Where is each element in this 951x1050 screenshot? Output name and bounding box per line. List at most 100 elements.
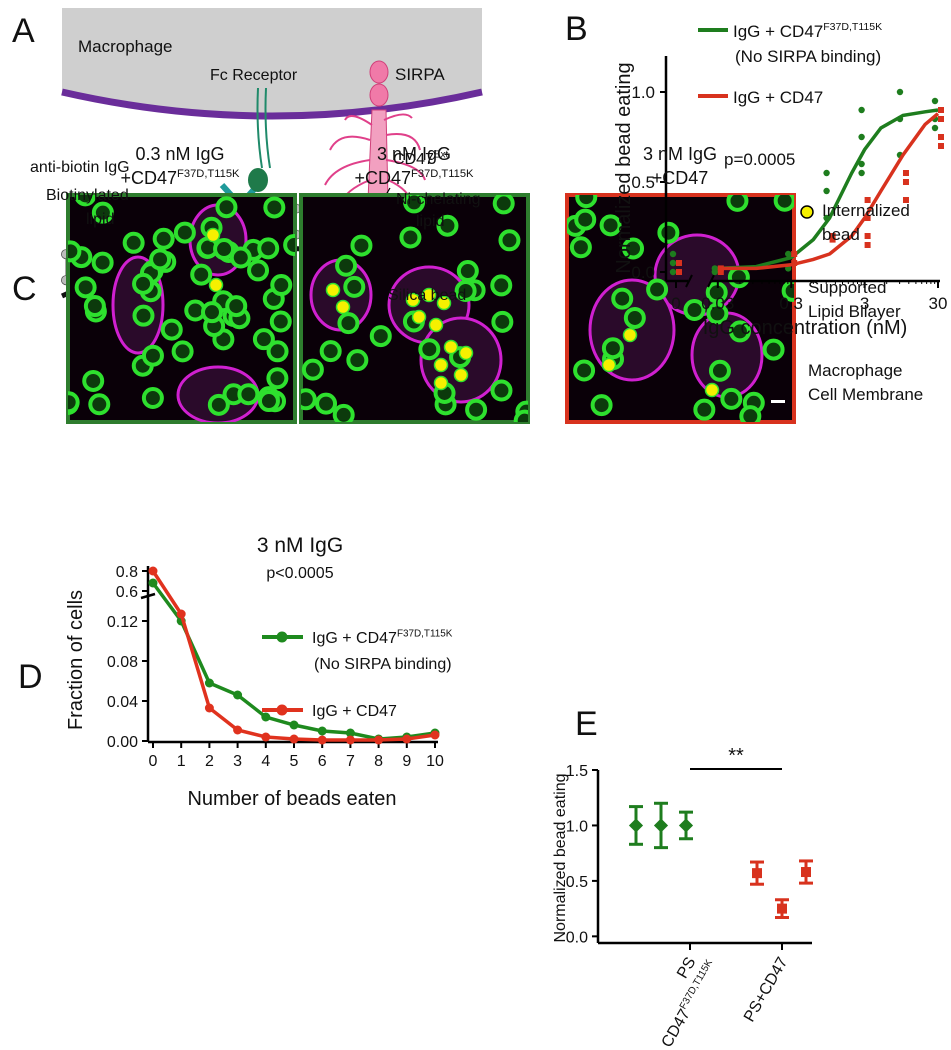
legend-label: Supported	[808, 278, 886, 297]
bead	[601, 337, 624, 360]
mean-marker	[653, 818, 669, 833]
bead	[728, 320, 751, 343]
internalized-bead	[208, 277, 224, 293]
image-subtitle-base: +CD47	[652, 168, 709, 188]
legend-label: IgG + CD47F37D,T115K	[312, 629, 453, 647]
data-point	[317, 735, 327, 745]
y-tick-label: 0.5	[631, 173, 655, 192]
image-subtitle: +CD47	[652, 168, 709, 188]
bead	[773, 195, 794, 212]
bead	[160, 318, 183, 341]
bead	[68, 391, 80, 414]
bead	[706, 302, 729, 325]
data-point	[902, 197, 909, 203]
bead	[152, 227, 175, 250]
data-point	[374, 735, 384, 745]
bead	[141, 344, 164, 367]
bead	[646, 278, 669, 301]
bead	[74, 276, 97, 299]
bead	[498, 229, 521, 252]
data-point	[345, 735, 355, 745]
bead	[122, 231, 145, 254]
axis-break	[140, 592, 156, 600]
bead	[257, 390, 280, 413]
micrographs	[66, 193, 796, 424]
x-tick-label: 5	[290, 753, 299, 770]
y-tick-label: 0.0	[566, 929, 588, 946]
internalized-bead	[433, 357, 449, 373]
data-point	[233, 690, 243, 700]
bead	[263, 196, 286, 219]
bead	[335, 254, 358, 277]
bead	[149, 248, 172, 271]
scale-bar	[771, 400, 785, 403]
data-point	[938, 107, 944, 113]
bead	[319, 340, 342, 363]
internalized-bead	[601, 357, 617, 373]
mean-marker	[777, 903, 787, 914]
bead	[492, 195, 515, 215]
bead	[491, 310, 514, 333]
data-point	[676, 269, 682, 275]
data-point	[829, 233, 836, 239]
x-tick-label: 2	[205, 753, 214, 770]
bead	[693, 398, 716, 421]
bead	[573, 359, 596, 382]
internalized-bead	[325, 282, 341, 298]
bead	[454, 279, 477, 302]
data-point	[717, 265, 724, 272]
data-point	[902, 170, 909, 176]
internalized-bead	[443, 339, 459, 355]
x-tick-label: 3	[233, 753, 242, 770]
bead	[399, 226, 422, 249]
legend-marker	[276, 704, 288, 716]
bead	[88, 393, 111, 416]
sirpa-domain	[369, 60, 389, 84]
bead	[215, 196, 238, 219]
data-point	[148, 566, 158, 576]
macrophage-membrane	[61, 88, 483, 120]
cd47-label-sup: Ext	[434, 150, 449, 161]
data-point	[896, 88, 904, 96]
y-tick-label: 0.0	[631, 263, 655, 282]
x-tick-label: PS+CD47	[741, 954, 792, 1025]
image-title: 0.3 nM IgG	[135, 144, 224, 164]
label: SIRPA	[395, 65, 445, 84]
bead	[657, 221, 680, 244]
x-axis-label: Number of beads eaten	[187, 788, 396, 810]
bead	[200, 301, 223, 324]
data-point	[261, 712, 271, 722]
legend-label-base: IgG + CD47	[312, 703, 397, 720]
data-point	[430, 730, 440, 740]
bead	[270, 274, 293, 297]
data-point	[717, 269, 724, 275]
bead	[332, 403, 355, 422]
internalized-bead	[205, 227, 221, 243]
bead	[132, 304, 155, 327]
bead	[266, 340, 289, 363]
bead	[225, 295, 248, 318]
data-point	[823, 187, 830, 195]
cd47-label: CD47Ext	[393, 150, 448, 168]
bead	[237, 383, 260, 406]
label: Biotinylated	[46, 187, 129, 204]
sirpa-domain	[369, 83, 389, 107]
bead	[132, 272, 155, 295]
mean-marker	[752, 868, 762, 879]
label: lipid	[86, 211, 114, 228]
x-axis-label: IgG concentration (nM)	[703, 317, 908, 339]
data-point	[204, 678, 214, 688]
x-tick-label: 0.3	[779, 294, 803, 313]
bead	[343, 275, 366, 298]
data-point	[785, 250, 792, 258]
bead	[82, 369, 105, 392]
micrograph-content	[567, 195, 794, 422]
y-tick-label: 0.5	[566, 874, 588, 891]
internalized-bead	[436, 295, 452, 311]
y-tick-label: 1.0	[566, 818, 588, 835]
data-point	[864, 215, 871, 221]
internalized-bead	[421, 287, 437, 303]
data-point	[931, 97, 939, 105]
x-tick-label: 9	[402, 753, 411, 770]
bead	[683, 299, 706, 322]
